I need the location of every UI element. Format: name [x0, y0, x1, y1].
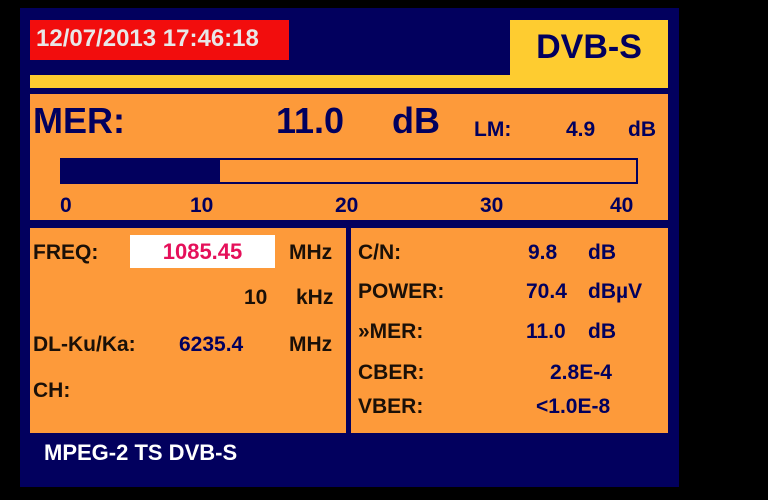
- mer-panel: MER: 11.0 dB LM: 4.9 dB 0 10 20 30 40: [30, 94, 668, 220]
- lm-unit: dB: [628, 118, 656, 141]
- mer-detail-value: 11.0: [526, 320, 566, 343]
- freq-unit: MHz: [289, 241, 333, 264]
- mer-detail-label: »MER:: [358, 320, 424, 343]
- ch-label: CH:: [33, 379, 71, 402]
- vber-label: VBER:: [358, 395, 424, 418]
- vber-value: <1.0E-8: [536, 395, 611, 418]
- mer-bar-fill: [62, 160, 220, 182]
- footer-status: MPEG-2 TS DVB-S: [44, 440, 238, 465]
- dl-value: 6235.4: [179, 333, 244, 356]
- tick-label: 30: [480, 194, 504, 217]
- header-stripe: [30, 75, 668, 88]
- tick-label: 40: [610, 194, 634, 217]
- datetime: 12/07/2013 17:46:18: [30, 20, 289, 60]
- tick-label: 10: [190, 194, 214, 217]
- standard-badge[interactable]: DVB-S: [510, 20, 668, 88]
- cn-unit: dB: [588, 241, 616, 264]
- dl-label: DL-Ku/Ka:: [33, 333, 136, 356]
- lm-label: LM:: [474, 118, 512, 141]
- power-value: 70.4: [526, 280, 567, 303]
- cn-value: 9.8: [528, 241, 558, 264]
- dl-unit: MHz: [289, 333, 333, 356]
- lm-value: 4.9: [566, 118, 596, 141]
- measurements-panel: C/N: 9.8 dB POWER: 70.4 dBµV »MER: 11.0 …: [351, 228, 668, 433]
- cn-label: C/N:: [358, 241, 402, 264]
- freq-label: FREQ:: [33, 241, 99, 264]
- mer-bar: [60, 158, 638, 184]
- freq-input[interactable]: 1085.45: [130, 235, 275, 268]
- mer-unit: dB: [392, 100, 440, 141]
- mer-value: 11.0: [276, 100, 345, 141]
- cber-value: 2.8E-4: [550, 361, 612, 384]
- mer-detail-unit: dB: [588, 320, 616, 343]
- step-unit: kHz: [296, 286, 334, 309]
- step-value: 10: [244, 286, 268, 309]
- power-unit: dBµV: [588, 280, 643, 303]
- tick-label: 20: [335, 194, 359, 217]
- frequency-panel: FREQ: 1085.45 MHz 10 kHz DL-Ku/Ka: 6235.…: [30, 228, 346, 433]
- mer-label: MER:: [33, 100, 125, 141]
- tick-label: 0: [60, 194, 72, 217]
- cber-label: CBER:: [358, 361, 425, 384]
- power-label: POWER:: [358, 280, 445, 303]
